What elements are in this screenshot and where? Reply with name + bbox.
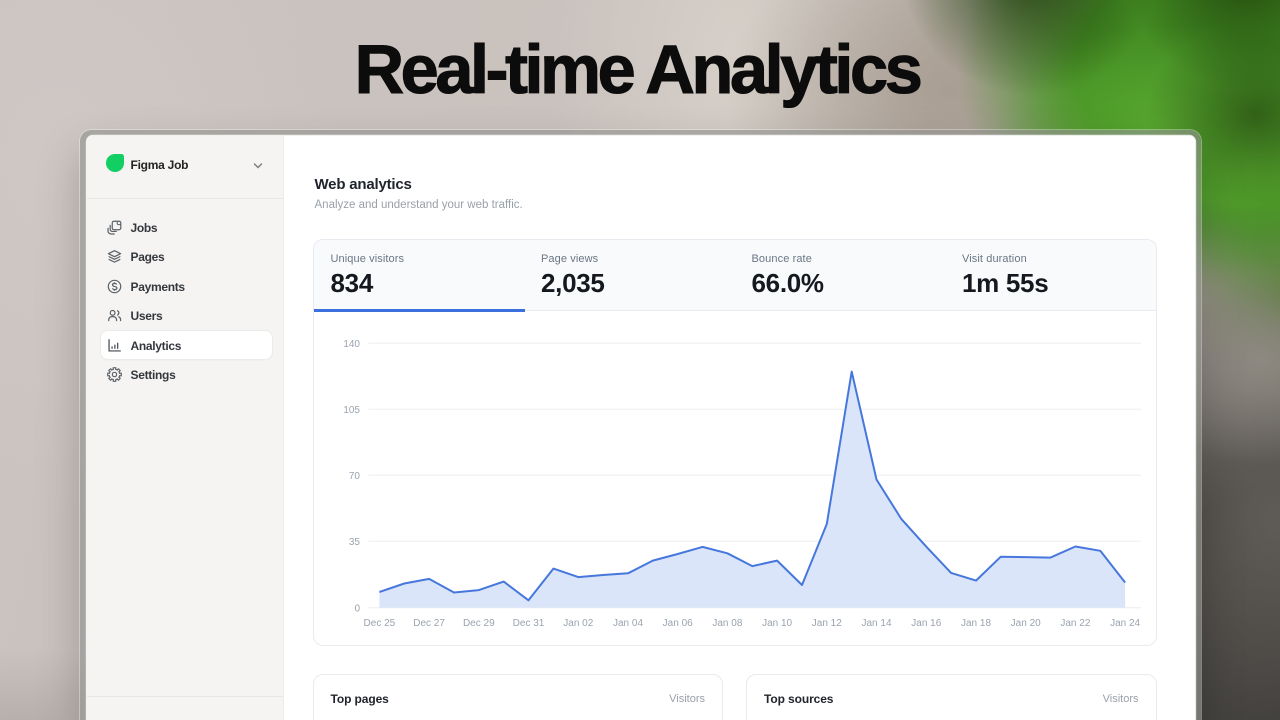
svg-text:Jan 14: Jan 14 [861, 618, 891, 629]
svg-text:105: 105 [343, 405, 360, 416]
svg-text:Dec 31: Dec 31 [512, 618, 544, 629]
svg-text:Dec 25: Dec 25 [363, 618, 395, 629]
svg-text:70: 70 [348, 471, 360, 482]
svg-text:Jan 24: Jan 24 [1110, 618, 1140, 629]
svg-text:35: 35 [348, 537, 360, 548]
svg-text:Dec 27: Dec 27 [413, 618, 445, 629]
svg-text:Jan 16: Jan 16 [911, 618, 941, 629]
svg-text:Jan 20: Jan 20 [1010, 618, 1040, 629]
svg-text:140: 140 [343, 339, 360, 350]
svg-text:Jan 12: Jan 12 [811, 618, 841, 629]
svg-text:Jan 18: Jan 18 [960, 618, 990, 629]
svg-text:Jan 08: Jan 08 [712, 618, 742, 629]
svg-text:Jan 22: Jan 22 [1060, 618, 1090, 629]
svg-text:0: 0 [354, 603, 360, 614]
svg-text:Jan 10: Jan 10 [762, 618, 792, 629]
svg-text:Jan 02: Jan 02 [563, 618, 593, 629]
svg-text:Dec 29: Dec 29 [462, 618, 494, 629]
svg-text:Jan 04: Jan 04 [612, 618, 642, 629]
svg-text:Jan 06: Jan 06 [662, 618, 692, 629]
